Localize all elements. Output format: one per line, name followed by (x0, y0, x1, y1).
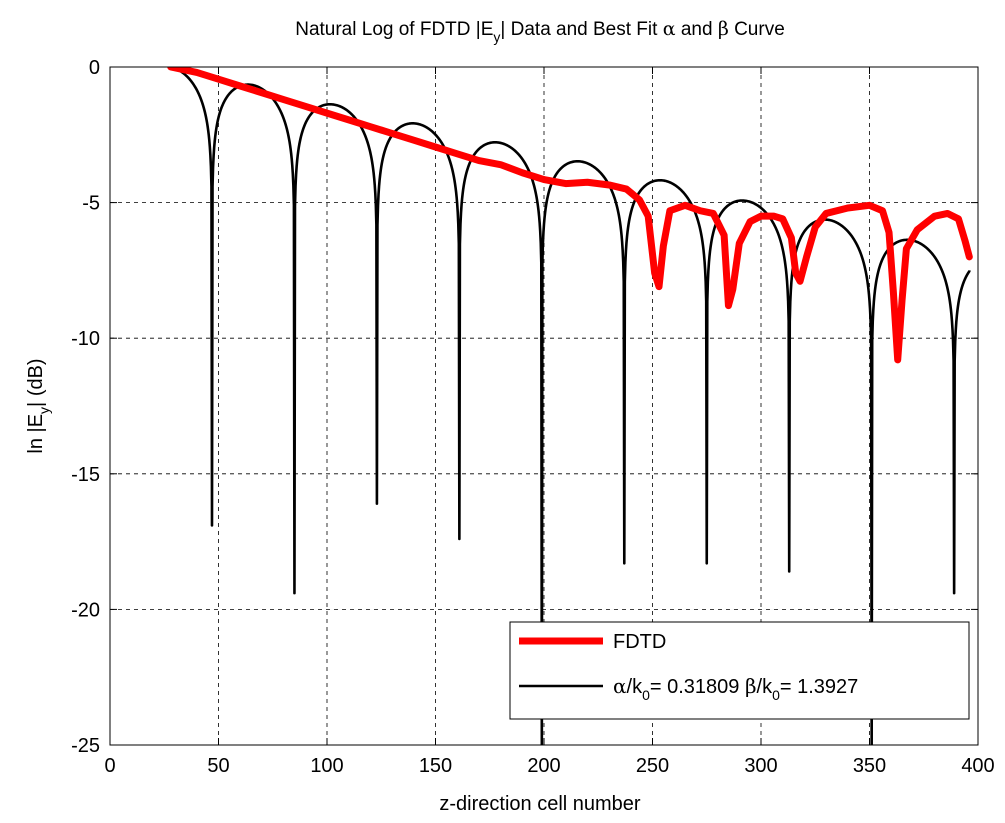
x-tick-label: 300 (744, 755, 777, 777)
x-tick-label: 350 (853, 755, 886, 777)
grid-lines (110, 67, 978, 745)
y-tick-label: -15 (71, 464, 100, 486)
series-fdtd-line (167, 67, 973, 364)
legend: FDTD α/k0​= 0.31809 β/k0​= 1.3927 (509, 621, 970, 720)
x-tick-label: 400 (961, 755, 994, 777)
y-tick-label: -25 (71, 735, 100, 757)
x-tick-label: 150 (419, 755, 452, 777)
y-tick-label: 0 (89, 57, 100, 79)
y-axis-label: ln |Ey​| (dB) (25, 358, 52, 453)
y-tick-label: -20 (71, 599, 100, 621)
legend-box (509, 621, 970, 720)
y-tick-label: -10 (71, 328, 100, 350)
series-layer (167, 67, 973, 745)
legend-label-fit: α/k0​= 0.31809 β/k0​= 1.3927 (613, 674, 858, 703)
x-tick-label: 250 (636, 755, 669, 777)
x-axis-label: z-direction cell number (439, 793, 641, 815)
y-tick-label: -5 (82, 193, 100, 215)
x-tick-label: 200 (527, 755, 560, 777)
x-tick-label: 50 (207, 755, 229, 777)
series-fit-line (170, 67, 971, 745)
x-tick-label: 100 (310, 755, 343, 777)
legend-label-fdtd: FDTD (613, 631, 666, 653)
axis-ticks: 0 50 100 150 200 250 300 350 400 0 -5 -10 -15 -20 -25 (71, 57, 995, 777)
x-tick-label: 0 (104, 755, 115, 777)
chart-title: Natural Log of FDTD |Ey​| Data and Best … (295, 18, 785, 45)
